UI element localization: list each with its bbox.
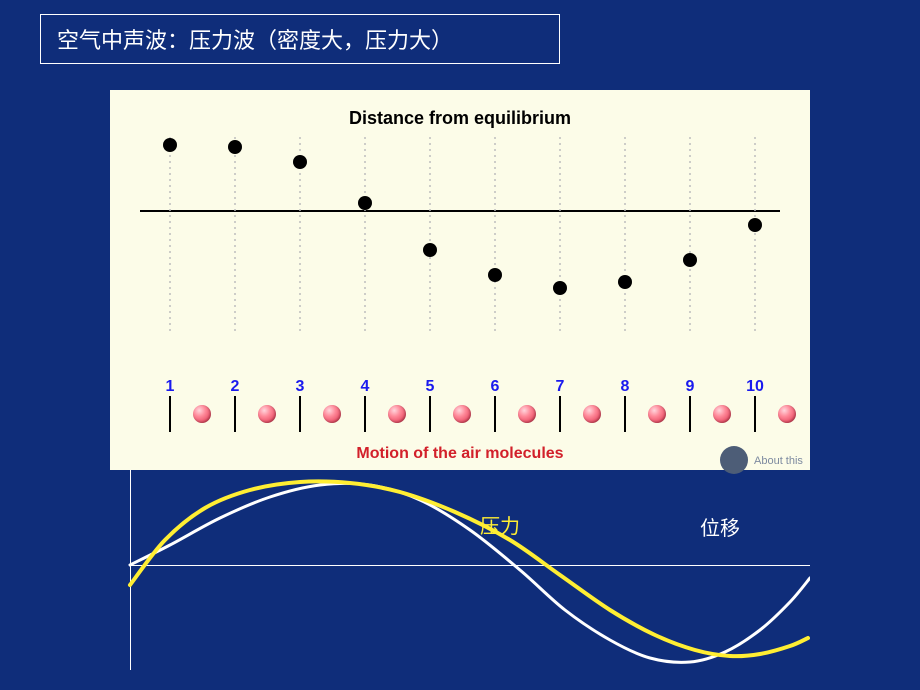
column-number: 4 [361, 378, 370, 396]
column-number: 6 [491, 378, 500, 396]
column-number: 5 [426, 378, 435, 396]
guide-line [689, 135, 691, 335]
guide-line [234, 135, 236, 335]
column-number: 8 [621, 378, 630, 396]
displacement-point [553, 281, 567, 295]
molecule-tick [624, 396, 626, 432]
pressure-label: 压力 [480, 510, 520, 539]
air-molecule [388, 405, 406, 423]
slide-title: 空气中声波：压力波（密度大，压力大） [57, 28, 453, 53]
displacement-point [423, 243, 437, 257]
panel-title: Distance from equilibrium [110, 108, 810, 129]
displacement-label: 位移 [700, 512, 740, 541]
displacement-point [488, 268, 502, 282]
slide-title-box: 空气中声波：压力波（密度大，压力大） [40, 14, 560, 64]
wave-curves [110, 470, 810, 675]
about-text: About this [754, 455, 803, 467]
displacement-point [163, 138, 177, 152]
column-number: 9 [686, 378, 695, 396]
pressure-curve [130, 481, 808, 656]
column-number: 7 [556, 378, 565, 396]
molecule-tick [169, 396, 171, 432]
molecule-tick [559, 396, 561, 432]
air-molecule [778, 405, 796, 423]
air-molecule [518, 405, 536, 423]
guide-line [624, 135, 626, 335]
motion-label: Motion of the air molecules [110, 445, 810, 463]
molecule-tick [754, 396, 756, 432]
displacement-curve [130, 483, 810, 662]
guide-line [364, 135, 366, 335]
column-number: 2 [231, 378, 240, 396]
displacement-point [228, 140, 242, 154]
column-number: 3 [296, 378, 305, 396]
column-number: 1 [166, 378, 175, 396]
air-molecule [713, 405, 731, 423]
molecule-tick [364, 396, 366, 432]
guide-line [754, 135, 756, 335]
guide-line [494, 135, 496, 335]
molecule-tick [494, 396, 496, 432]
air-molecule [323, 405, 341, 423]
equilibrium-line [140, 210, 780, 212]
displacement-point [683, 253, 697, 267]
equilibrium-panel: Distance from equilibrium Motion of the … [110, 90, 810, 470]
displacement-point [293, 155, 307, 169]
air-molecule [258, 405, 276, 423]
air-molecule [648, 405, 666, 423]
displacement-point [748, 218, 762, 232]
air-molecule [583, 405, 601, 423]
wave-plot [110, 470, 810, 675]
guide-line [429, 135, 431, 335]
molecule-tick [429, 396, 431, 432]
air-molecule [453, 405, 471, 423]
displacement-point [618, 275, 632, 289]
molecule-tick [689, 396, 691, 432]
column-number: 10 [746, 378, 764, 396]
molecule-tick [299, 396, 301, 432]
displacement-point [358, 196, 372, 210]
molecule-tick [234, 396, 236, 432]
guide-line [169, 135, 171, 335]
air-molecule [193, 405, 211, 423]
guide-line [559, 135, 561, 335]
